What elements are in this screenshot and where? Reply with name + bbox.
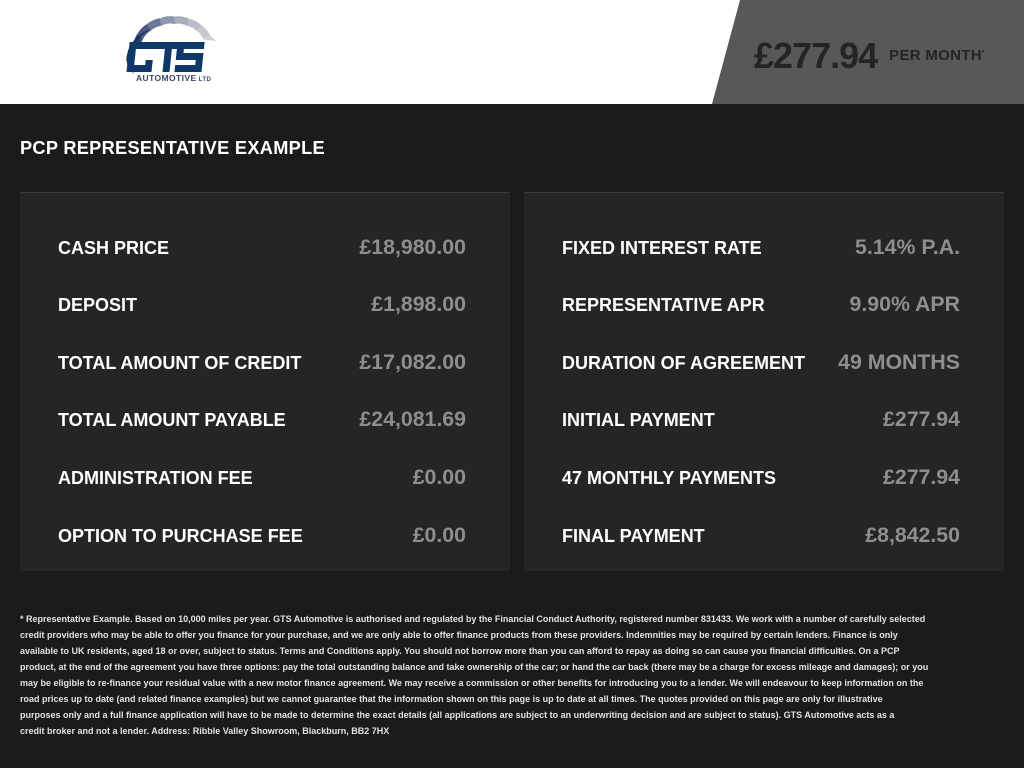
- svg-text:AUTOMOTIVE LTD: AUTOMOTIVE LTD: [136, 73, 212, 83]
